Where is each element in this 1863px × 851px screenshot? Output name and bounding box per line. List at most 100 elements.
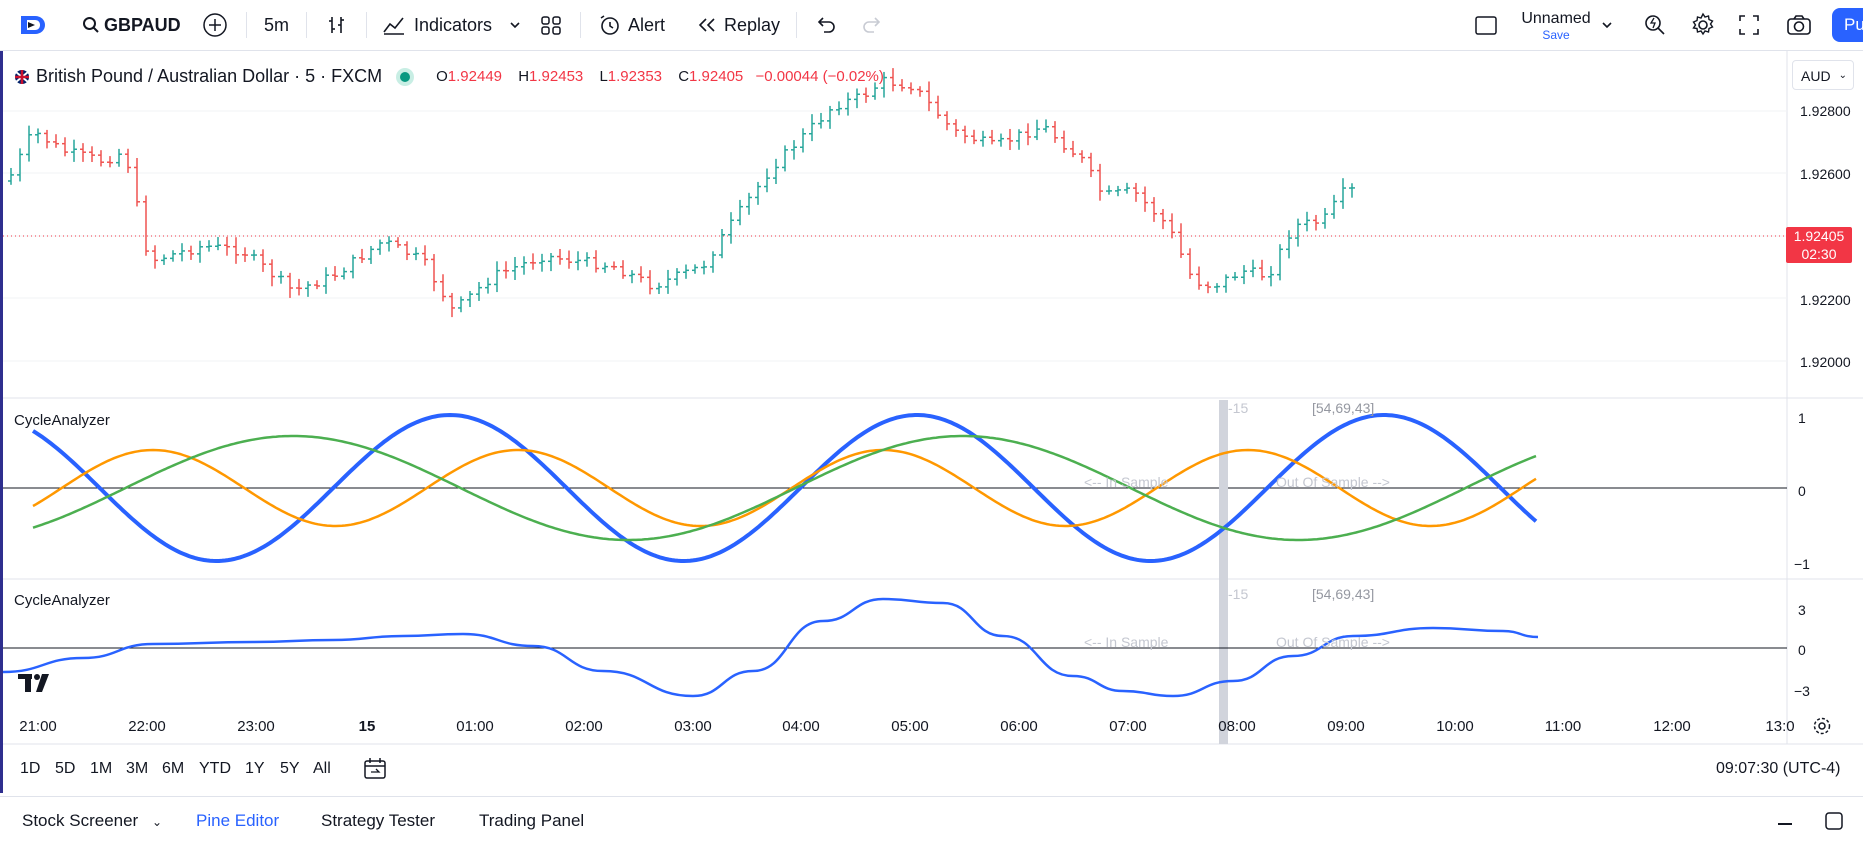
- interval-button[interactable]: 5m: [264, 14, 290, 35]
- range-button-3m[interactable]: 3M: [126, 760, 149, 777]
- tab-trading-panel[interactable]: Trading Panel: [479, 811, 585, 830]
- gear-icon[interactable]: [1690, 0, 1716, 50]
- composite-cycle-line: [3, 597, 1539, 698]
- price-tick: 1.92200: [1800, 292, 1851, 308]
- last-price-tag: 1.92405 02:30: [1786, 227, 1852, 263]
- high-value: 1.92453: [529, 68, 584, 85]
- pane2-out-sample: Out Of Sample -->: [1276, 634, 1390, 650]
- pane1-in-sample: <-- In Sample: [1084, 474, 1169, 490]
- plus-circle-icon: [203, 13, 227, 37]
- symbol-label: GBPAUD: [104, 14, 181, 35]
- pane1-cycles: [54,69,43]: [1312, 400, 1375, 416]
- currency-button[interactable]: AUD ⌄: [1792, 60, 1854, 90]
- layout-name: Unnamed: [1521, 10, 1591, 27]
- layout-name-button[interactable]: Unnamed Save: [1516, 10, 1596, 42]
- time-tick: 15: [358, 718, 376, 735]
- range-button-1y[interactable]: 1Y: [245, 760, 265, 777]
- price-tick: 1.92600: [1800, 166, 1851, 182]
- close-value: 1.92405: [689, 68, 744, 85]
- price-tick: 1.92800: [1800, 103, 1851, 119]
- maximize-icon[interactable]: [1824, 811, 1844, 836]
- symbol-title[interactable]: British Pound / Australian Dollar · 5 · …: [36, 66, 383, 86]
- date-range-icon[interactable]: [362, 756, 388, 787]
- time-tick: 10:00: [1436, 718, 1474, 735]
- logo-icon[interactable]: [18, 0, 54, 50]
- time-tick: 06:00: [1000, 718, 1038, 735]
- time-tick: 11:00: [1544, 718, 1582, 735]
- high-key: H: [518, 68, 530, 85]
- pane1-tick: 1: [1798, 410, 1806, 426]
- replay-label: Replay: [724, 14, 781, 35]
- blue-cycle-line: [31, 412, 1538, 563]
- templates-button[interactable]: [540, 0, 562, 50]
- redo-icon[interactable]: [862, 0, 884, 50]
- price-tick: 1.92000: [1800, 354, 1851, 370]
- compare-symbol-button[interactable]: [202, 0, 228, 50]
- range-button-1d[interactable]: 1D: [20, 760, 41, 777]
- rewind-icon: [696, 16, 718, 34]
- open-key: O: [436, 68, 448, 85]
- pane2-marker: -15: [1228, 586, 1249, 602]
- chevron-down-icon[interactable]: [1600, 0, 1614, 50]
- pane2-tick: 3: [1798, 602, 1806, 618]
- tradingview-logo-icon[interactable]: [18, 674, 56, 697]
- replay-button[interactable]: Replay: [696, 0, 780, 50]
- time-tick: 22:00: [128, 718, 166, 735]
- quick-search-icon[interactable]: [1642, 0, 1668, 50]
- range-button-ytd[interactable]: YTD: [199, 760, 231, 777]
- bars-icon: [329, 17, 344, 33]
- range-button-all[interactable]: All: [313, 760, 331, 777]
- chevron-down-icon[interactable]: ⌄: [152, 815, 163, 829]
- time-tick: 12:00: [1653, 718, 1691, 735]
- time-tick: 09:00: [1327, 718, 1365, 735]
- time-axis-settings-icon[interactable]: [1812, 716, 1832, 741]
- camera-icon[interactable]: [1786, 0, 1812, 50]
- alarm-clock-icon: [598, 13, 622, 37]
- time-tick: 07:00: [1109, 718, 1147, 735]
- time-tick: 04:00: [782, 718, 820, 735]
- layout-checkbox-icon[interactable]: [1474, 0, 1498, 50]
- indicators-label: Indicators: [414, 14, 493, 35]
- grid-icon: [541, 16, 561, 35]
- low-key: L: [599, 68, 608, 85]
- market-status-dot: [400, 71, 411, 82]
- currency-label: AUD: [1801, 68, 1831, 84]
- publish-button[interactable]: Pu: [1832, 8, 1863, 42]
- time-tick: 21:00: [19, 718, 57, 735]
- pane2-title[interactable]: CycleAnalyzer: [14, 592, 110, 609]
- range-button-1m[interactable]: 1M: [90, 760, 113, 777]
- chart-area[interactable]: [0, 51, 1863, 793]
- time-tick: 13:0: [1765, 718, 1795, 735]
- range-button-6m[interactable]: 6M: [162, 760, 185, 777]
- search-icon: [82, 16, 100, 34]
- minimize-icon[interactable]: [1778, 823, 1792, 825]
- bottom-panel-tabs: Stock Screener ⌄ Pine Editor Strategy Te…: [0, 796, 1863, 851]
- pane1-title[interactable]: CycleAnalyzer: [14, 412, 110, 429]
- bar-countdown: 02:30: [1801, 246, 1837, 262]
- open-value: 1.92449: [447, 68, 503, 85]
- range-button-5d[interactable]: 5D: [55, 760, 76, 777]
- top-toolbar: GBPAUD 5m Indicators Alert Replay Unname…: [0, 0, 1863, 51]
- tab-stock-screener[interactable]: Stock Screener: [22, 811, 139, 830]
- alert-button[interactable]: Alert: [598, 0, 665, 50]
- chart-type-button[interactable]: [326, 0, 348, 50]
- indicators-button[interactable]: Indicators: [382, 0, 492, 50]
- chevron-down-icon: ⌄: [1838, 70, 1847, 81]
- pane1-tick: 0: [1798, 483, 1806, 499]
- chart-canvas: [3, 51, 1863, 745]
- close-key: C: [678, 68, 690, 85]
- tab-strategy-tester[interactable]: Strategy Tester: [321, 811, 436, 830]
- range-button-5y[interactable]: 5Y: [280, 760, 300, 777]
- fullscreen-icon[interactable]: [1738, 0, 1760, 50]
- undo-icon[interactable]: [814, 0, 836, 50]
- flag-icon: [14, 69, 30, 85]
- time-tick: 08:00: [1218, 718, 1256, 735]
- clock[interactable]: 09:07:30 (UTC-4): [1716, 760, 1841, 777]
- pane2-tick: −3: [1794, 683, 1810, 699]
- green-cycle-line: [32, 434, 1537, 542]
- ohlc-values: O1.92449 H1.92453 L1.92353 C1.92405 −0.0…: [424, 68, 884, 85]
- chevron-down-icon[interactable]: [508, 0, 522, 50]
- pane1-out-sample: Out Of Sample -->: [1276, 474, 1390, 490]
- symbol-search-button[interactable]: GBPAUD: [82, 0, 181, 50]
- tab-pine-editor[interactable]: Pine Editor: [196, 811, 280, 830]
